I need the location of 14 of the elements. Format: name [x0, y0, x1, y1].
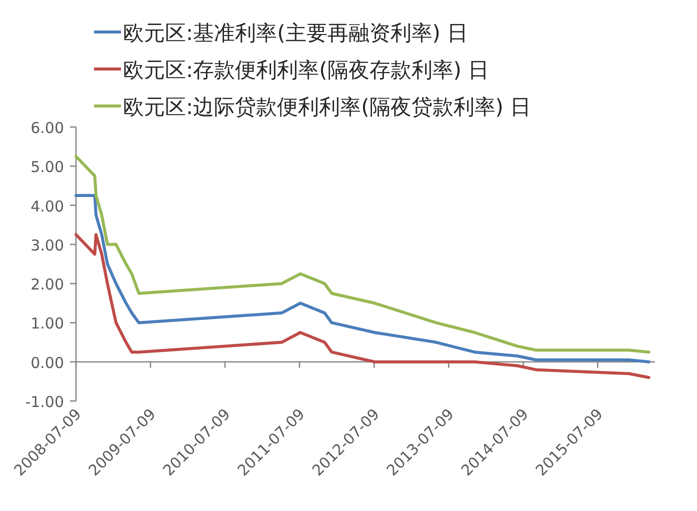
y-tick-label: 0.00 [30, 354, 64, 372]
y-tick-label: 6.00 [30, 119, 64, 137]
y-tick-label: 5.00 [30, 158, 64, 176]
line-series [74, 154, 650, 354]
y-tick-label: 1.00 [30, 314, 64, 333]
line-series [74, 233, 650, 380]
legend-label: 欧元区:存款便利利率(隔夜存款利率) 日 [123, 58, 490, 82]
y-tick-label: 3.00 [30, 236, 64, 254]
y-tick-label: -1.00 [25, 393, 64, 411]
legend-label: 欧元区:边际贷款便利利率(隔夜贷款利率) 日 [123, 95, 532, 119]
y-tick-label: 2.00 [30, 276, 64, 294]
y-tick-label: 4.00 [30, 197, 64, 216]
legend-label: 欧元区:基准利率(主要再融资利率) 日 [123, 21, 468, 45]
line-series [74, 194, 650, 364]
